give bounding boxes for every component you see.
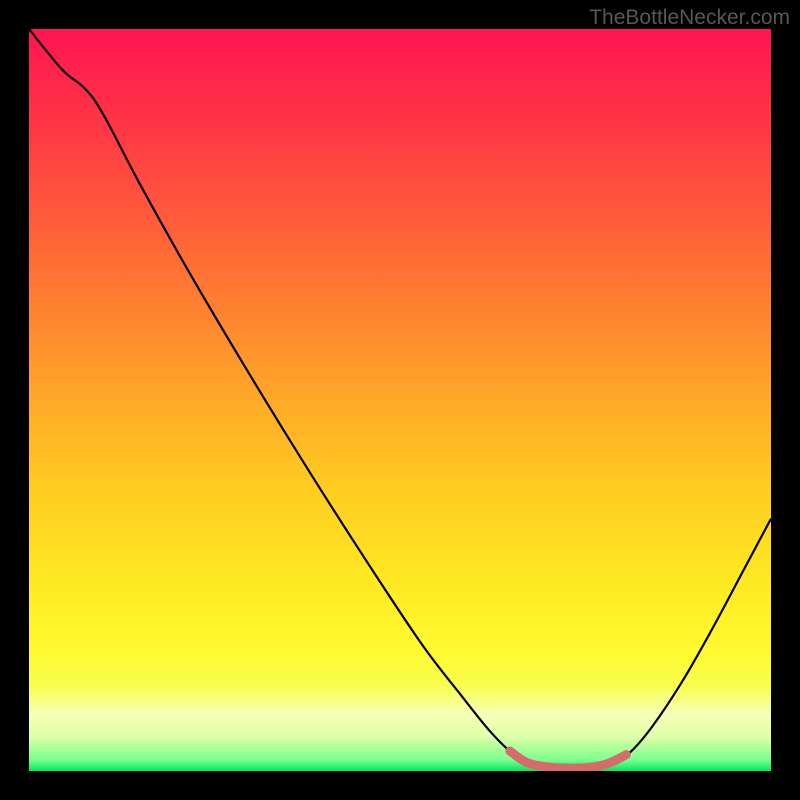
gradient-background [29, 29, 771, 771]
chart-svg [29, 29, 771, 771]
chart-plot-area [29, 29, 771, 771]
watermark-text: TheBottleNecker.com [589, 6, 790, 30]
